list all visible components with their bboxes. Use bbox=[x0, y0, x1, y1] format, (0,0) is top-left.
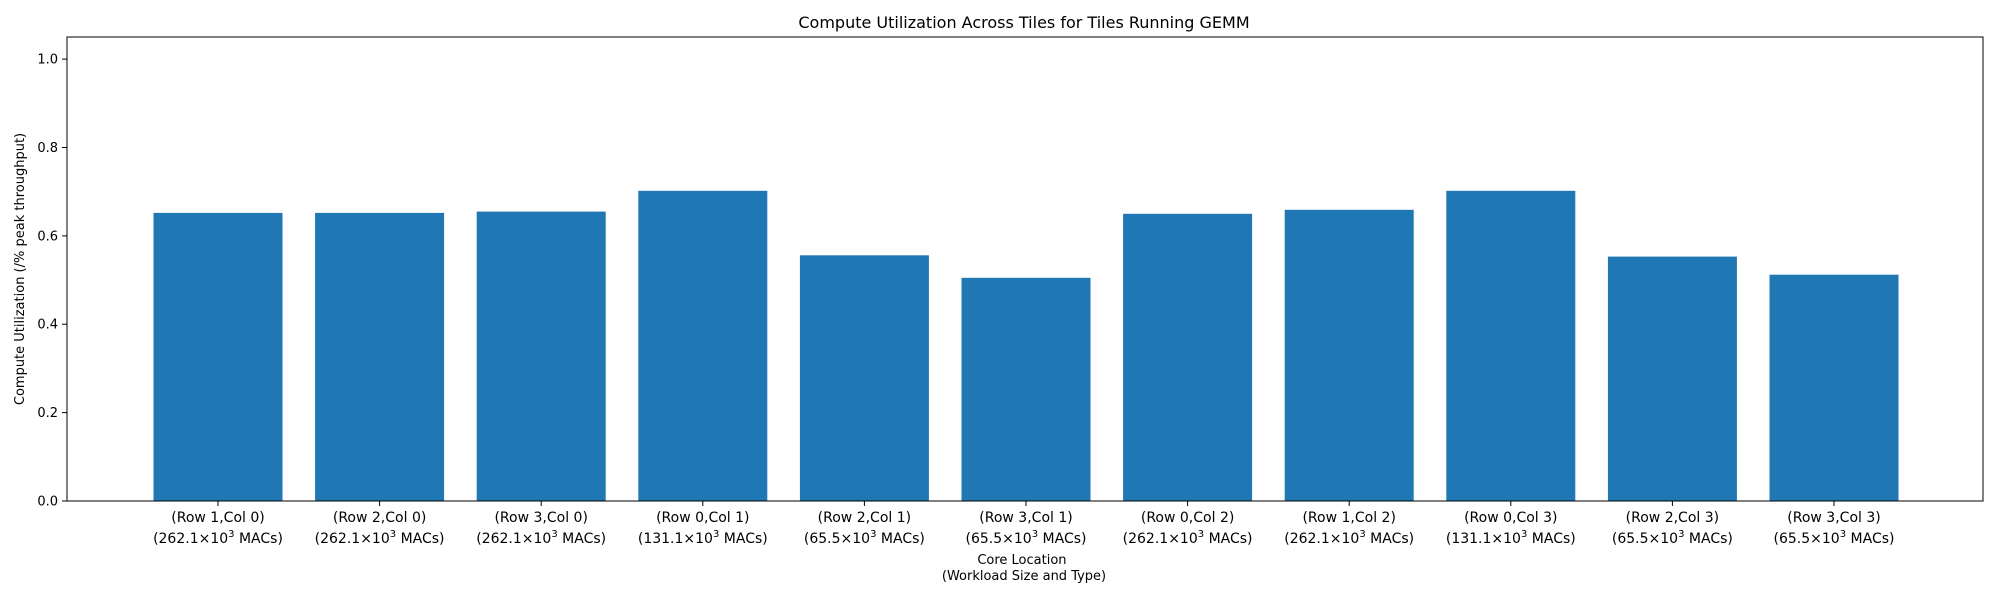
plot-frame bbox=[66, 36, 1984, 502]
x-tick-label-location-0: (Row 1,Col 0) bbox=[171, 510, 264, 526]
bar-5 bbox=[961, 277, 1091, 501]
x-tick-label-location-5: (Row 3,Col 1) bbox=[979, 510, 1072, 526]
bar-0 bbox=[153, 212, 283, 501]
x-axis-label-line-1: Core Location bbox=[977, 553, 1066, 568]
x-tick-label-workload-3: (131.1×103 MACs) bbox=[638, 529, 768, 547]
x-axis-label-line-2: (Workload Size and Type) bbox=[942, 569, 1106, 584]
bar-9 bbox=[1607, 256, 1737, 501]
x-tick-label-workload-4: (65.5×103 MACs) bbox=[804, 529, 925, 547]
x-tick-label-workload-1: (262.1×103 MACs) bbox=[315, 529, 445, 547]
chart-title: Compute Utilization Across Tiles for Til… bbox=[798, 13, 1249, 32]
x-tick-label-location-2: (Row 3,Col 0) bbox=[494, 510, 587, 526]
bar-10 bbox=[1769, 274, 1899, 501]
y-tick-label-4: 0.8 bbox=[37, 141, 58, 156]
x-tick-label-workload-5: (65.5×103 MACs) bbox=[966, 529, 1087, 547]
bar-8 bbox=[1446, 190, 1576, 502]
y-tick-label-1: 0.2 bbox=[37, 406, 58, 421]
bar-7 bbox=[1284, 209, 1414, 502]
x-tick-label-location-1: (Row 2,Col 0) bbox=[333, 510, 426, 526]
x-tick-label-location-8: (Row 0,Col 3) bbox=[1464, 510, 1557, 526]
x-tick-label-location-10: (Row 3,Col 3) bbox=[1787, 510, 1880, 526]
x-tick-label-workload-6: (262.1×103 MACs) bbox=[1123, 529, 1253, 547]
x-tick-label-workload-0: (262.1×103 MACs) bbox=[153, 529, 283, 547]
x-tick-label-location-7: (Row 1,Col 2) bbox=[1302, 510, 1395, 526]
y-tick-label-3: 0.6 bbox=[37, 229, 58, 244]
x-tick-label-location-9: (Row 2,Col 3) bbox=[1626, 510, 1719, 526]
x-tick-label-workload-10: (65.5×103 MACs) bbox=[1774, 529, 1895, 547]
bar-1 bbox=[315, 212, 445, 501]
y-axis-label: Compute Utilization (/% peak throughput) bbox=[13, 133, 28, 405]
bar-4 bbox=[799, 255, 929, 501]
plot-area: 0.0 0.2 0.4 0.6 0.8 1.0 (Row 1,Col 0) (262.1×10… bbox=[37, 36, 1984, 547]
bar-6 bbox=[1123, 213, 1253, 502]
bar-2 bbox=[476, 211, 606, 501]
x-tick-label-location-3: (Row 0,Col 1) bbox=[656, 510, 749, 526]
y-tick-label-5: 1.0 bbox=[37, 53, 58, 68]
x-axis-label: Core Location (Workload Size and Type) bbox=[942, 553, 1106, 584]
bar-3 bbox=[638, 190, 768, 502]
x-tick-label-workload-2: (262.1×103 MACs) bbox=[476, 529, 606, 547]
x-tick-label-workload-9: (65.5×103 MACs) bbox=[1612, 529, 1733, 547]
x-tick-label-workload-8: (131.1×103 MACs) bbox=[1446, 529, 1576, 547]
x-tick-label-location-4: (Row 2,Col 1) bbox=[818, 510, 911, 526]
y-tick-label-2: 0.4 bbox=[37, 318, 58, 333]
x-tick-label-workload-7: (262.1×103 MACs) bbox=[1284, 529, 1414, 547]
x-tick-label-location-6: (Row 0,Col 2) bbox=[1141, 510, 1234, 526]
y-tick-label-0: 0.0 bbox=[37, 495, 58, 510]
